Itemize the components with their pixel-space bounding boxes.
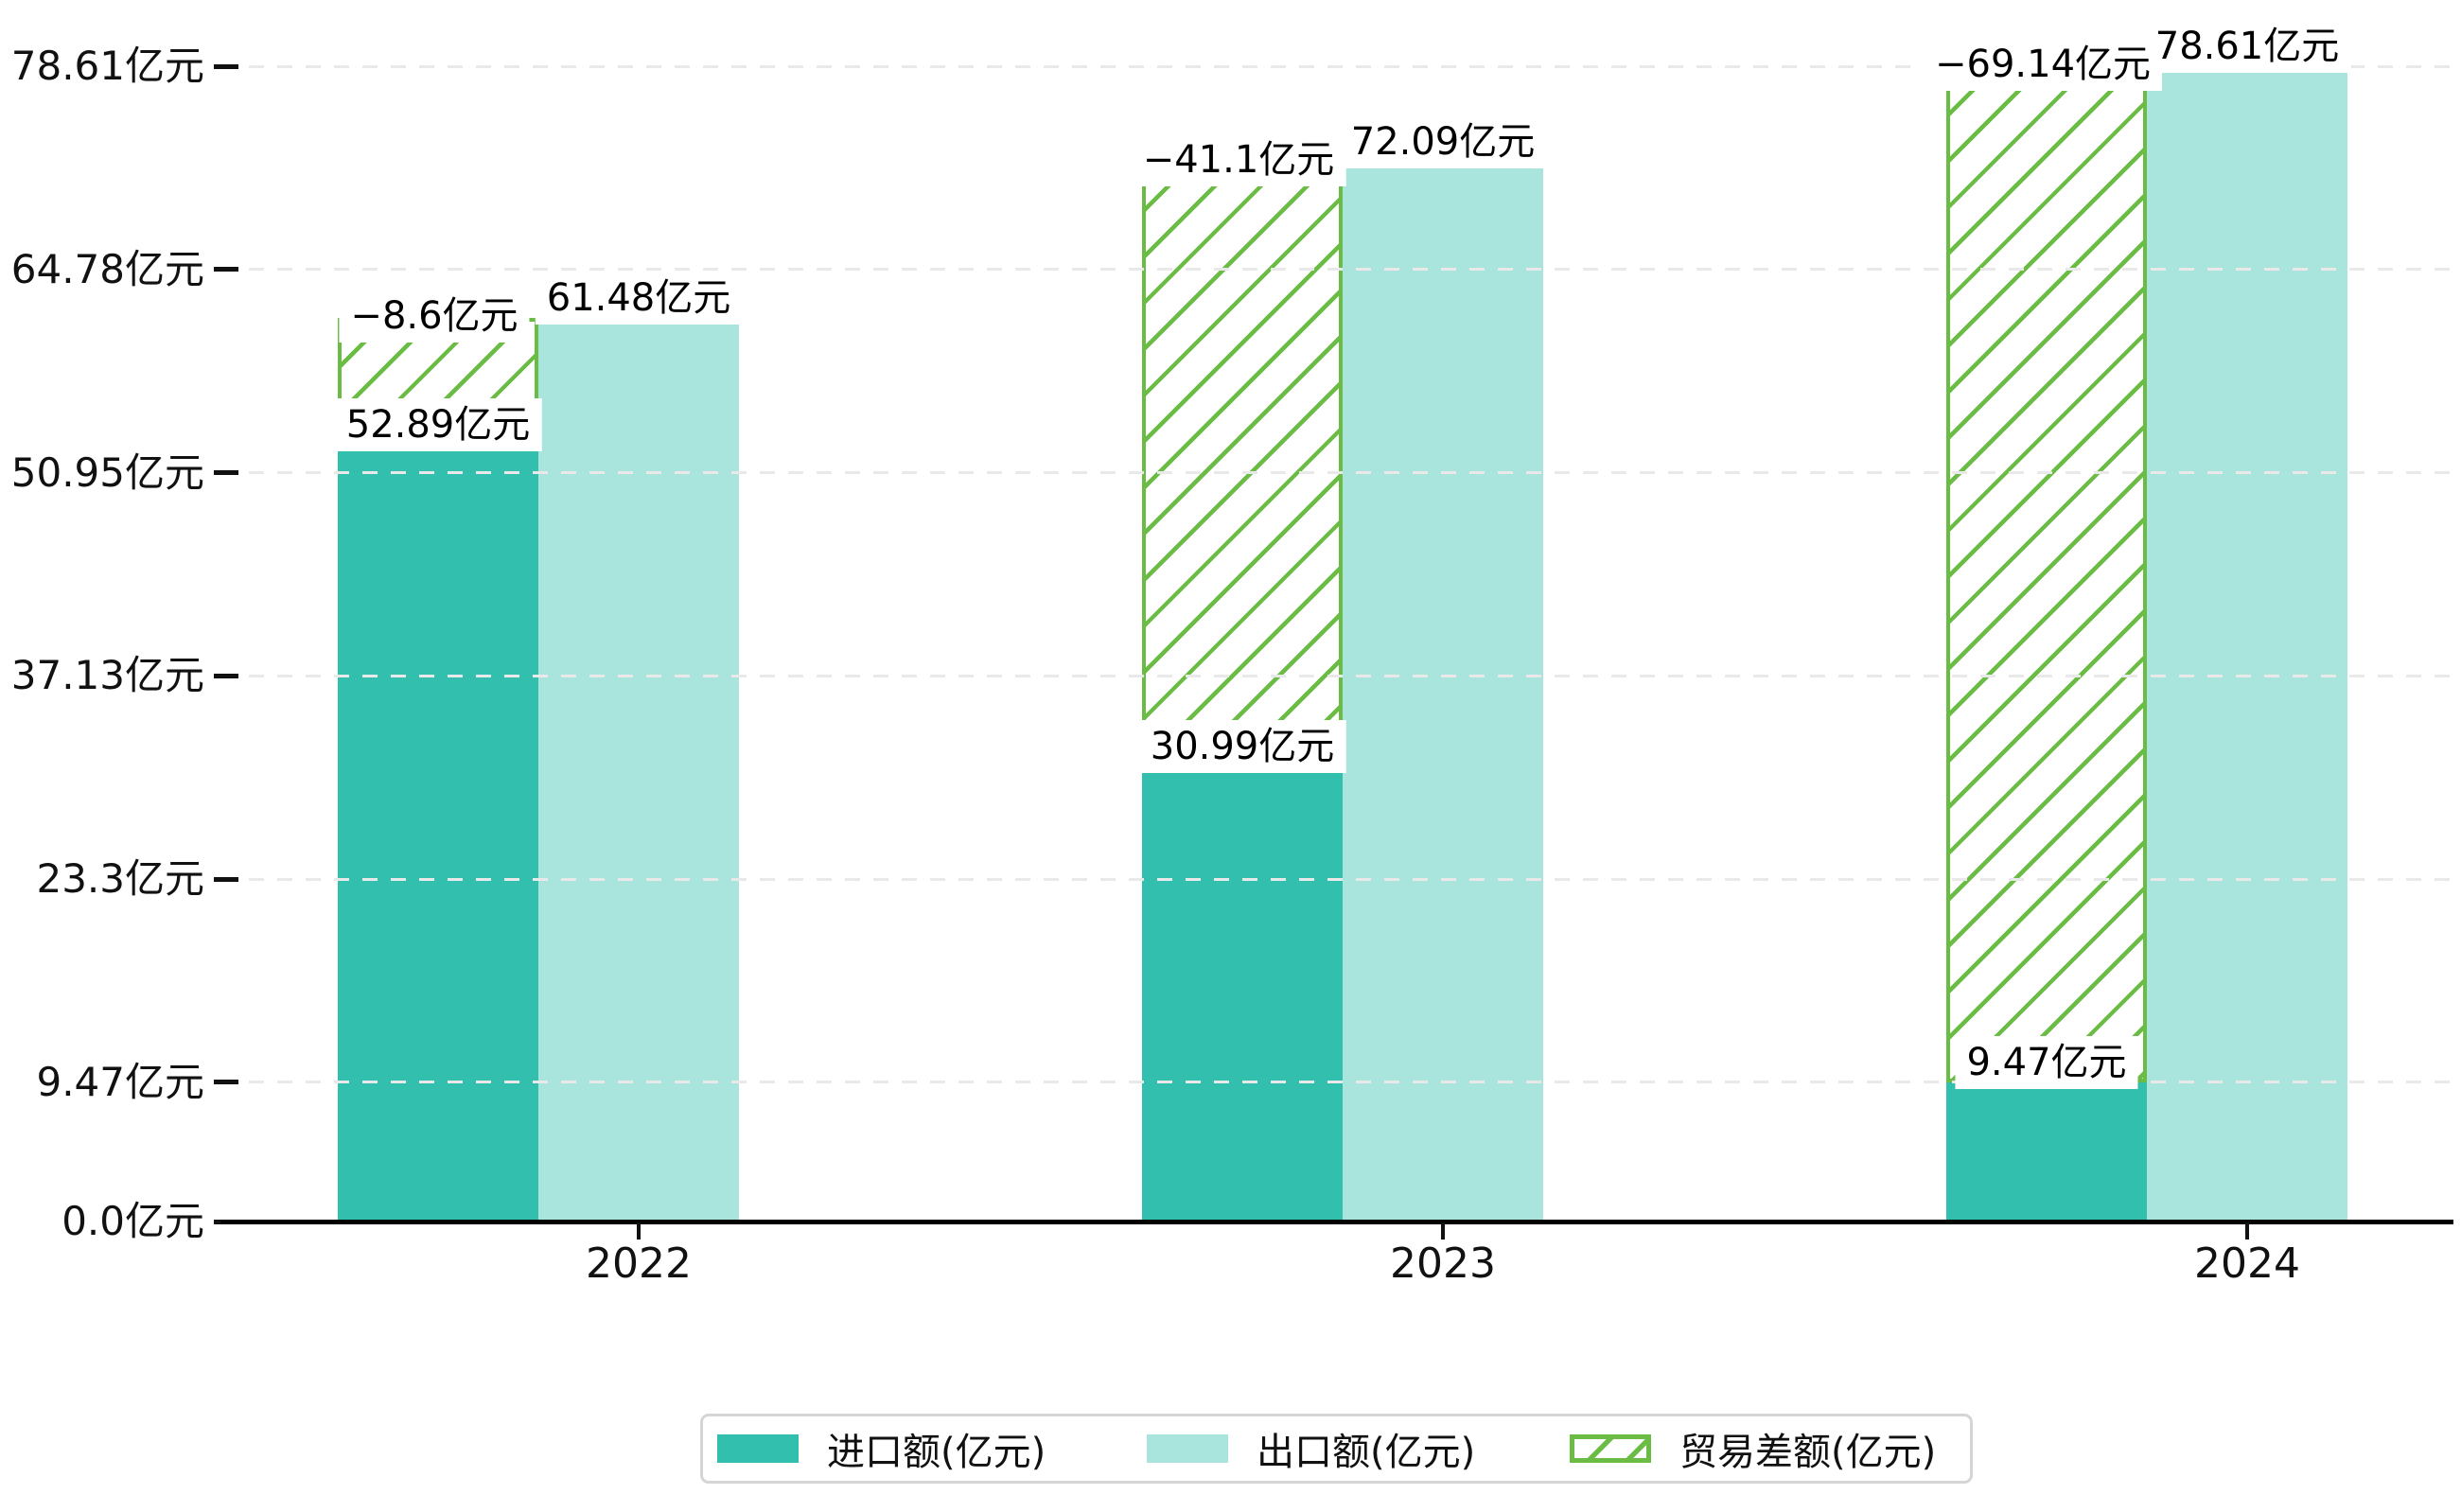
import-bar-2022 — [338, 444, 538, 1222]
y-tick-label: 37.13亿元 — [10, 652, 204, 699]
gridline-9.47 — [220, 1081, 2453, 1084]
y-tick-label: 50.95亿元 — [10, 448, 204, 496]
export-value-label-2023: 72.09亿元 — [1339, 115, 1547, 169]
trade-balance-value-label-2022: −8.6亿元 — [339, 290, 530, 343]
y-tick-mark — [214, 876, 238, 882]
y-tick-mark — [214, 63, 238, 69]
gridline-37.13 — [220, 674, 2453, 677]
export-bar-2023 — [1343, 162, 1543, 1222]
legend-entry-import: 进口额(亿元) — [717, 1416, 1046, 1481]
gridline-50.95 — [220, 471, 2453, 475]
gridline-64.78 — [220, 268, 2453, 272]
import-bar-2023 — [1142, 765, 1343, 1222]
x-axis-line — [220, 1220, 2453, 1224]
y-tick-mark — [214, 673, 238, 678]
legend-label-import: 进口额(亿元) — [827, 1431, 1046, 1474]
legend-label-export: 出口额(亿元) — [1257, 1431, 1476, 1474]
import-value-label-2022: 52.89亿元 — [334, 397, 542, 451]
export-bar-2022 — [538, 318, 739, 1222]
x-tick-label-2022: 2022 — [586, 1239, 692, 1288]
x-tick-label-2024: 2024 — [2194, 1239, 2300, 1288]
export-bar-2024 — [2147, 66, 2347, 1222]
export-value-label-2022: 61.48亿元 — [535, 272, 743, 325]
y-tick-mark — [214, 1080, 238, 1085]
trade-balance-bar-2024 — [1946, 66, 2147, 1082]
legend-entry-trade-balance: 贸易差额(亿元) — [1570, 1416, 1936, 1481]
legend-label-trade-balance: 贸易差额(亿元) — [1679, 1431, 1937, 1474]
legend: 进口额(亿元) 出口额(亿元) 贸易差额(亿元) — [700, 1414, 1973, 1484]
x-tick-label-2023: 2023 — [1390, 1239, 1496, 1288]
legend-swatch-trade-balance-icon — [1570, 1434, 1651, 1463]
gridline-23.3 — [220, 877, 2453, 881]
y-tick-mark — [214, 470, 238, 476]
y-tick-label: 78.61亿元 — [10, 43, 204, 90]
x-tick-mark-2022 — [637, 1222, 641, 1239]
import-value-label-2024: 9.47亿元 — [1955, 1035, 2138, 1089]
legend-swatch-export-icon — [1147, 1434, 1228, 1463]
import-value-label-2023: 30.99亿元 — [1138, 719, 1346, 773]
legend-swatch-import-icon — [717, 1434, 799, 1463]
y-tick-label: 23.3亿元 — [36, 855, 204, 903]
trade-balance-value-label-2023: −41.1亿元 — [1131, 133, 1346, 187]
x-tick-mark-2023 — [1441, 1222, 1445, 1239]
gridline-78.61 — [220, 64, 2453, 68]
y-tick-label: 9.47亿元 — [36, 1058, 204, 1105]
y-tick-label: 0.0亿元 — [62, 1198, 204, 1244]
y-tick-label: 64.78亿元 — [10, 245, 204, 292]
legend-entry-export: 出口额(亿元) — [1147, 1416, 1475, 1481]
x-tick-mark-2024 — [2245, 1222, 2249, 1239]
trade-balance-value-label-2024: −69.14亿元 — [1923, 38, 2163, 92]
import-bar-2024 — [1946, 1081, 2147, 1222]
y-tick-mark — [214, 267, 238, 273]
export-value-label-2024: 78.61亿元 — [2143, 20, 2351, 74]
